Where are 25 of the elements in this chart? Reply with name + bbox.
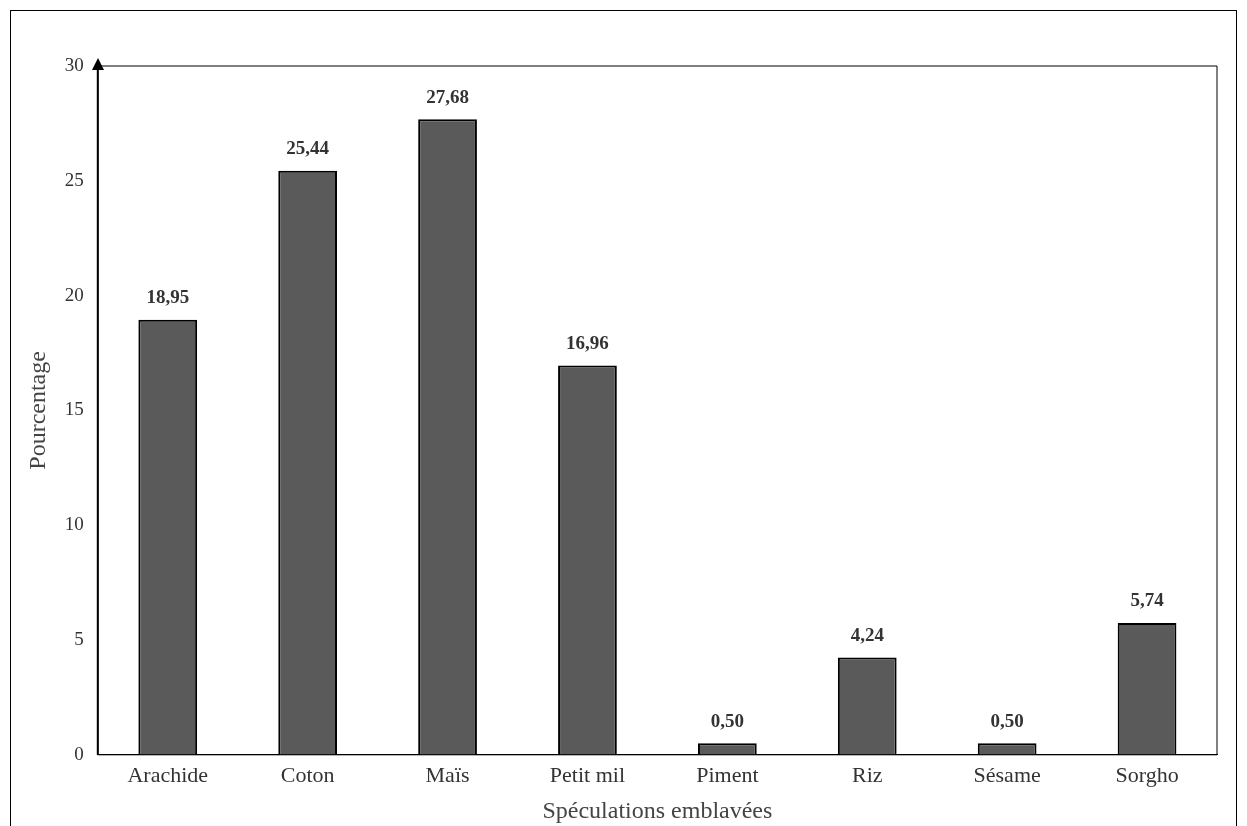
x-tick-label: Sorgho: [1115, 761, 1179, 787]
data-label: 4,24: [850, 623, 885, 645]
x-axis-title: Spéculations emblavées: [542, 796, 773, 823]
y-tick-label: 0: [74, 742, 84, 764]
data-label: 0,50: [710, 709, 744, 731]
y-tick-label: 20: [64, 283, 84, 305]
y-axis-title: Pourcentage: [23, 351, 50, 470]
y-tick-label: 15: [64, 398, 84, 420]
x-tick-label: Petit mil: [549, 761, 626, 787]
x-tick-label: Maïs: [425, 761, 470, 787]
data-label: 25,44: [286, 137, 330, 159]
y-tick-label: 5: [74, 627, 84, 649]
x-tick-label: Arachide: [127, 761, 209, 787]
data-label: 0,50: [990, 709, 1024, 731]
x-tick-label: Riz: [851, 761, 883, 787]
data-label: 5,74: [1130, 589, 1165, 611]
y-tick-label: 30: [64, 53, 84, 75]
x-tick-label: Coton: [280, 761, 335, 787]
x-tick-label: Sésame: [973, 761, 1041, 787]
y-tick-label: 10: [64, 513, 84, 535]
x-tick-label: Piment: [696, 761, 759, 787]
data-label: 16,96: [566, 331, 609, 353]
data-label: 27,68: [426, 85, 469, 107]
y-tick-label: 25: [64, 168, 84, 190]
data-label: 18,95: [146, 286, 190, 308]
